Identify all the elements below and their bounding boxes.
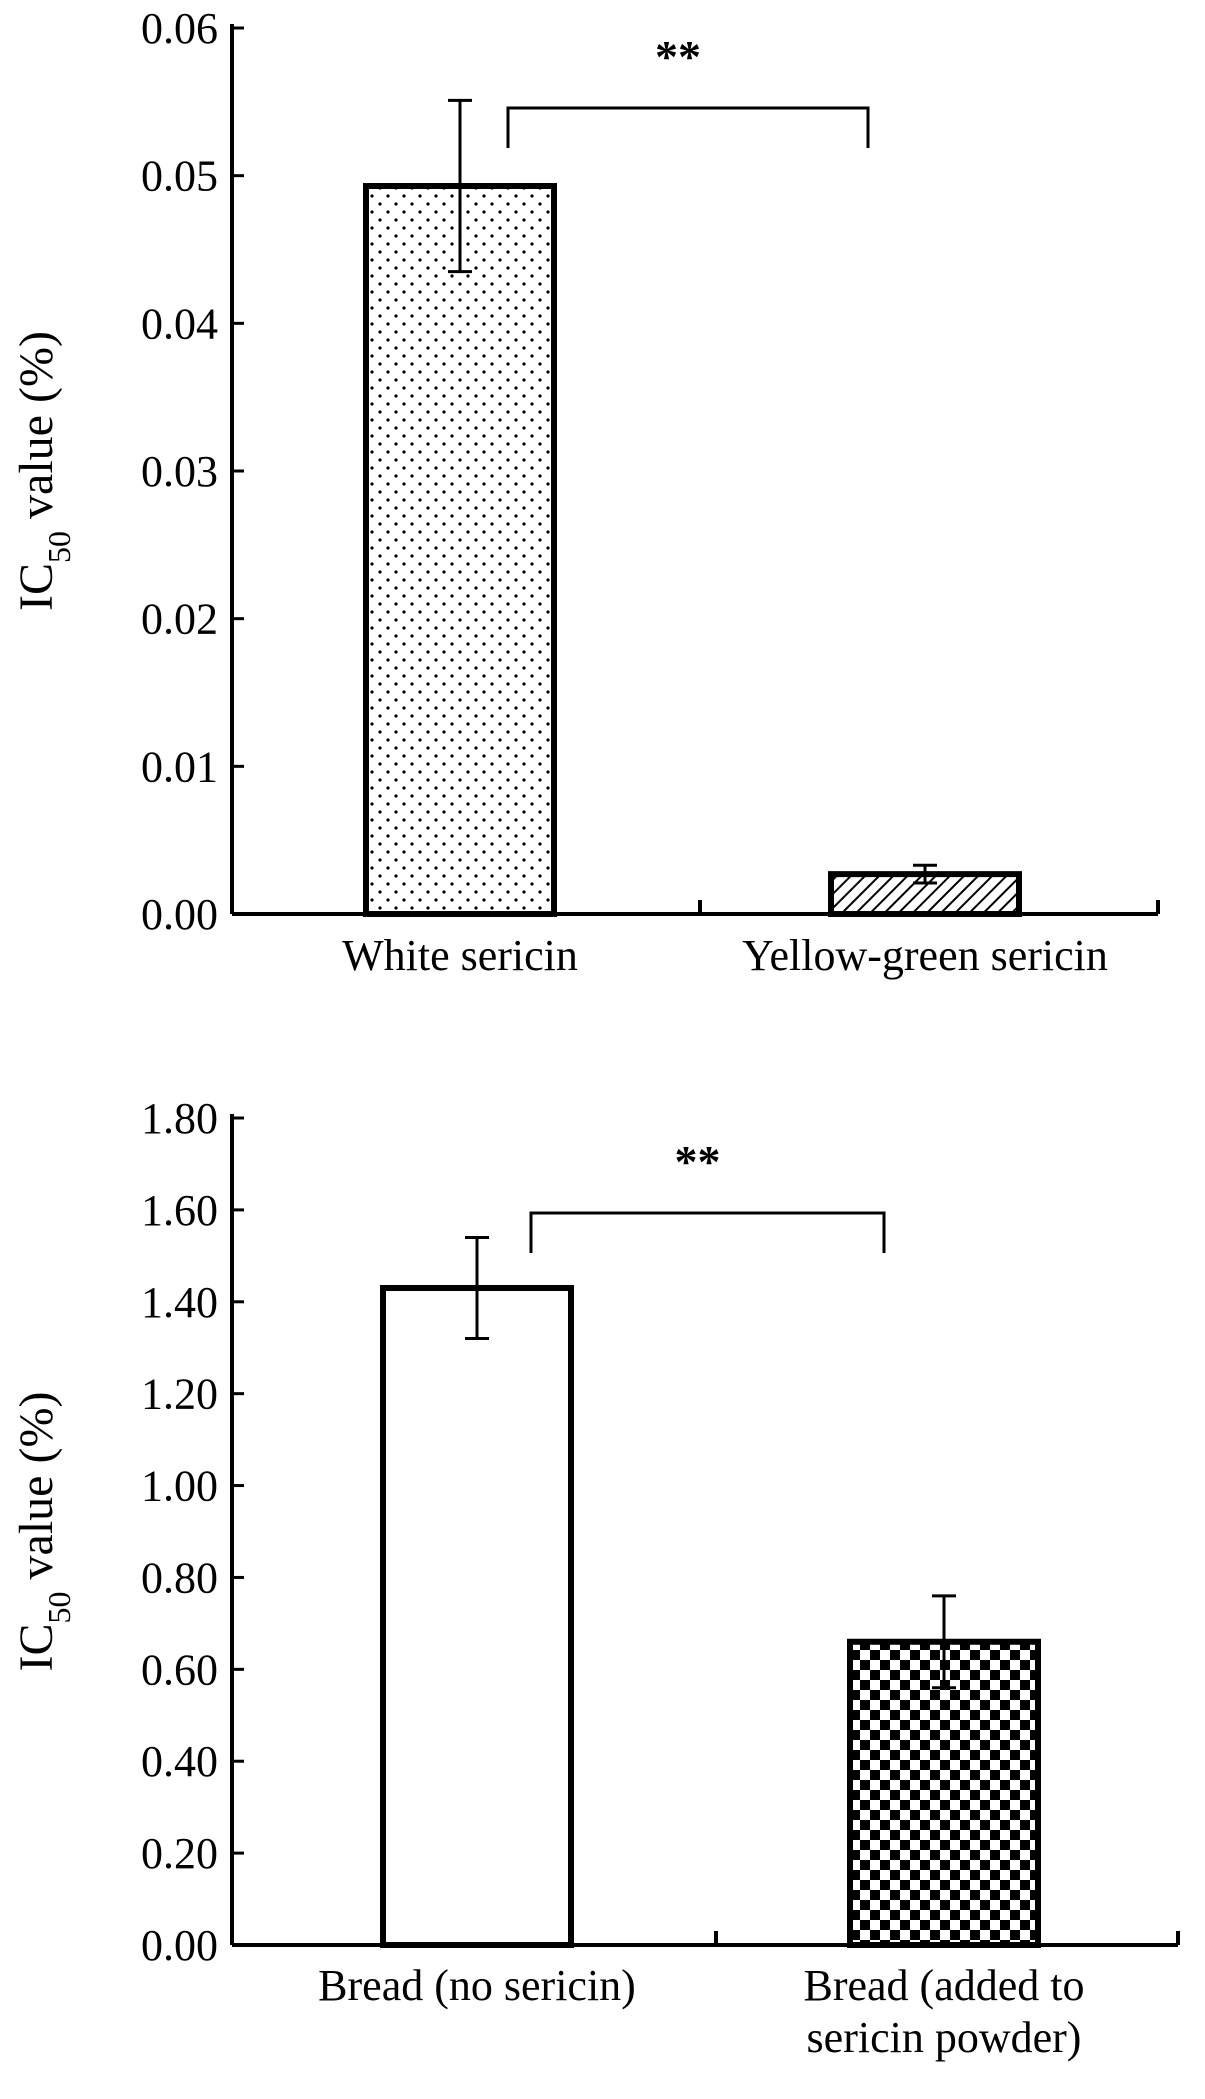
significance-bracket	[506, 106, 870, 148]
y-tick-label: 0.00	[141, 1921, 218, 1970]
y-tick-label: 0.80	[141, 1553, 218, 1602]
y-tick-label: 0.40	[141, 1737, 218, 1786]
bar	[847, 1638, 1041, 1949]
y-axis-label-rest: value (%)	[10, 1392, 63, 1592]
y-tick-label: 0.02	[141, 595, 218, 644]
y-tick-label: 0.04	[141, 299, 218, 348]
y-tick-label: 0.03	[141, 447, 218, 496]
y-axis-label: IC50 value (%)	[10, 1392, 77, 1672]
y-tick-label: 0.01	[141, 742, 218, 791]
significance-bracket	[529, 1211, 886, 1253]
x-category-label: sericin powder)	[807, 2013, 1082, 2062]
y-tick-label: 1.40	[141, 1278, 218, 1327]
significance-label: **	[655, 31, 701, 82]
y-tick-label: 0.05	[141, 152, 218, 201]
bar	[828, 871, 1022, 918]
y-tick-label: 0.00	[141, 890, 218, 939]
significance-label: **	[675, 1136, 721, 1187]
y-axis-label-subscript: 50	[41, 531, 77, 563]
y-tick-label: 0.20	[141, 1829, 218, 1878]
y-axis-label-rest: value (%)	[10, 331, 63, 531]
y-tick-label: 1.20	[141, 1370, 218, 1419]
chart-bread-sericin: 0.00 0.20 0.40 0.60 0.80 1.00 1.20 1.40 1.60 1.80…	[10, 1094, 1180, 2062]
y-tick-label: 1.60	[141, 1186, 218, 1235]
y-axis-label-main: IC	[10, 563, 63, 611]
x-category-label: White sericin	[342, 931, 578, 980]
bar	[380, 1284, 574, 1948]
x-category-label: Bread (added to	[804, 1961, 1085, 2010]
chart-white-vs-yellow-green-sericin: 0.00 0.01 0.02 0.03 0.04 0.05 0.06 IC50 value (…	[10, 4, 1160, 980]
y-tick-label: 0.06	[141, 4, 218, 53]
x-category-label: Yellow-green sericin	[742, 931, 1108, 980]
y-axis-label: IC50 value (%)	[10, 331, 77, 611]
y-tick-label: 1.80	[141, 1094, 218, 1143]
y-tick-label: 0.60	[141, 1645, 218, 1694]
x-category-label: Bread (no sericin)	[318, 1961, 636, 2010]
bar	[363, 183, 557, 917]
y-axis-label-subscript: 50	[41, 1591, 77, 1623]
y-tick-label: 1.00	[141, 1462, 218, 1511]
y-axis-label-main: IC	[10, 1623, 63, 1671]
